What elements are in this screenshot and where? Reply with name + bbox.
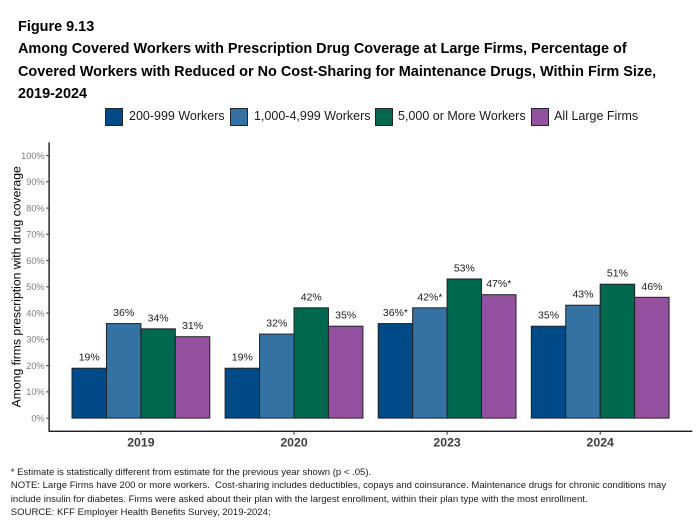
svg-text:51%: 51%: [607, 268, 628, 280]
svg-text:19%: 19%: [79, 352, 100, 364]
svg-text:34%: 34%: [148, 312, 169, 324]
svg-text:40%: 40%: [26, 308, 44, 318]
svg-text:50%: 50%: [26, 282, 44, 292]
svg-text:35%: 35%: [335, 310, 356, 322]
svg-text:19%: 19%: [232, 352, 253, 364]
svg-text:53%: 53%: [454, 262, 475, 274]
svg-text:36%*: 36%*: [383, 307, 408, 319]
svg-text:43%: 43%: [572, 289, 593, 301]
svg-text:Among firms prescription with: Among firms prescription with drug cover…: [10, 166, 24, 407]
svg-text:0%: 0%: [31, 413, 44, 423]
svg-text:60%: 60%: [26, 256, 44, 266]
svg-text:30%: 30%: [26, 335, 44, 345]
svg-text:2023: 2023: [433, 435, 461, 449]
svg-text:80%: 80%: [26, 203, 44, 213]
svg-text:32%: 32%: [266, 318, 287, 330]
svg-text:42%: 42%: [301, 291, 322, 303]
svg-text:46%: 46%: [641, 281, 662, 293]
svg-text:2024: 2024: [587, 435, 615, 449]
svg-text:47%*: 47%*: [486, 278, 511, 290]
svg-text:35%: 35%: [538, 310, 559, 322]
svg-text:42%*: 42%*: [417, 291, 442, 303]
svg-text:36%: 36%: [113, 307, 134, 319]
svg-text:20%: 20%: [26, 361, 44, 371]
svg-text:90%: 90%: [26, 177, 44, 187]
svg-text:2019: 2019: [127, 435, 155, 449]
svg-text:31%: 31%: [182, 320, 203, 332]
svg-text:70%: 70%: [26, 230, 44, 240]
svg-text:100%: 100%: [21, 151, 45, 161]
svg-text:2020: 2020: [280, 435, 308, 449]
svg-text:10%: 10%: [26, 387, 44, 397]
